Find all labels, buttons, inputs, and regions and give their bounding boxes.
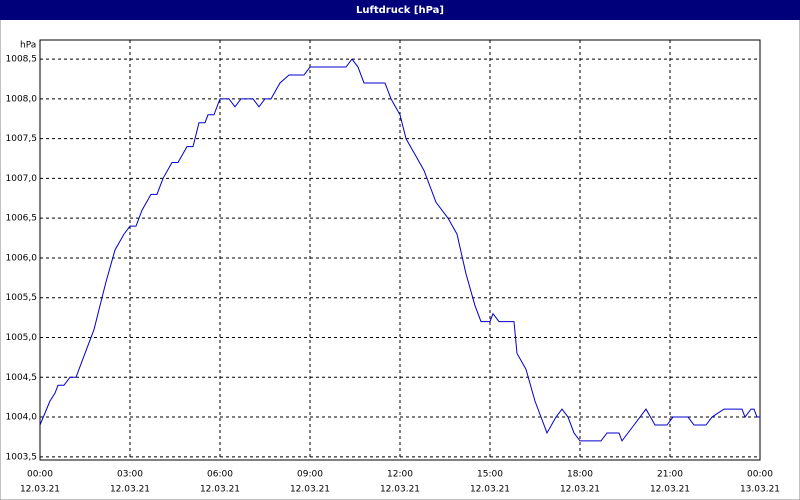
y-tick-label: 1004,0 [6, 413, 38, 423]
y-tick-label: 1004,5 [6, 373, 38, 383]
y-tick-label: 1008,5 [6, 55, 38, 65]
plot-frame [39, 39, 761, 461]
title-bar [0, 0, 800, 20]
x-tick-date: 12.03.21 [290, 485, 330, 495]
y-tick-label: 1007,0 [6, 174, 38, 184]
chart-title: Luftdruck [hPa] [356, 5, 444, 16]
x-tick-label: 09:00 [297, 470, 323, 480]
x-tick-label: 15:00 [477, 470, 503, 480]
x-tick-label: 00:00 [27, 470, 53, 480]
x-tick-label: 18:00 [567, 470, 593, 480]
y-tick-label: 1007,5 [6, 134, 38, 144]
x-tick-label: 00:00 [747, 470, 773, 480]
x-tick-label: 12:00 [387, 470, 413, 480]
y-tick-label: 1005,0 [6, 333, 38, 343]
y-tick-label: 1006,0 [6, 253, 38, 263]
x-tick-label: 21:00 [657, 470, 683, 480]
x-tick-date: 12.03.21 [470, 485, 510, 495]
x-tick-date: 13.03.21 [740, 485, 780, 495]
y-tick-label: 1005,5 [6, 293, 38, 303]
y-tick-label: 1006,5 [6, 214, 38, 224]
x-tick-label: 06:00 [207, 470, 233, 480]
x-tick-date: 12.03.21 [200, 485, 240, 495]
x-tick-date: 12.03.21 [650, 485, 690, 495]
x-tick-date: 12.03.21 [20, 485, 60, 495]
y-axis-label: hPa [20, 41, 36, 51]
y-tick-label: 1003,5 [6, 452, 38, 462]
data-line [39, 58, 760, 442]
x-tick-label: 03:00 [117, 470, 143, 480]
x-tick-date: 12.03.21 [560, 485, 600, 495]
x-tick-date: 12.03.21 [110, 485, 150, 495]
y-tick-label: 1008,0 [6, 94, 38, 104]
x-tick-date: 12.03.21 [380, 485, 420, 495]
